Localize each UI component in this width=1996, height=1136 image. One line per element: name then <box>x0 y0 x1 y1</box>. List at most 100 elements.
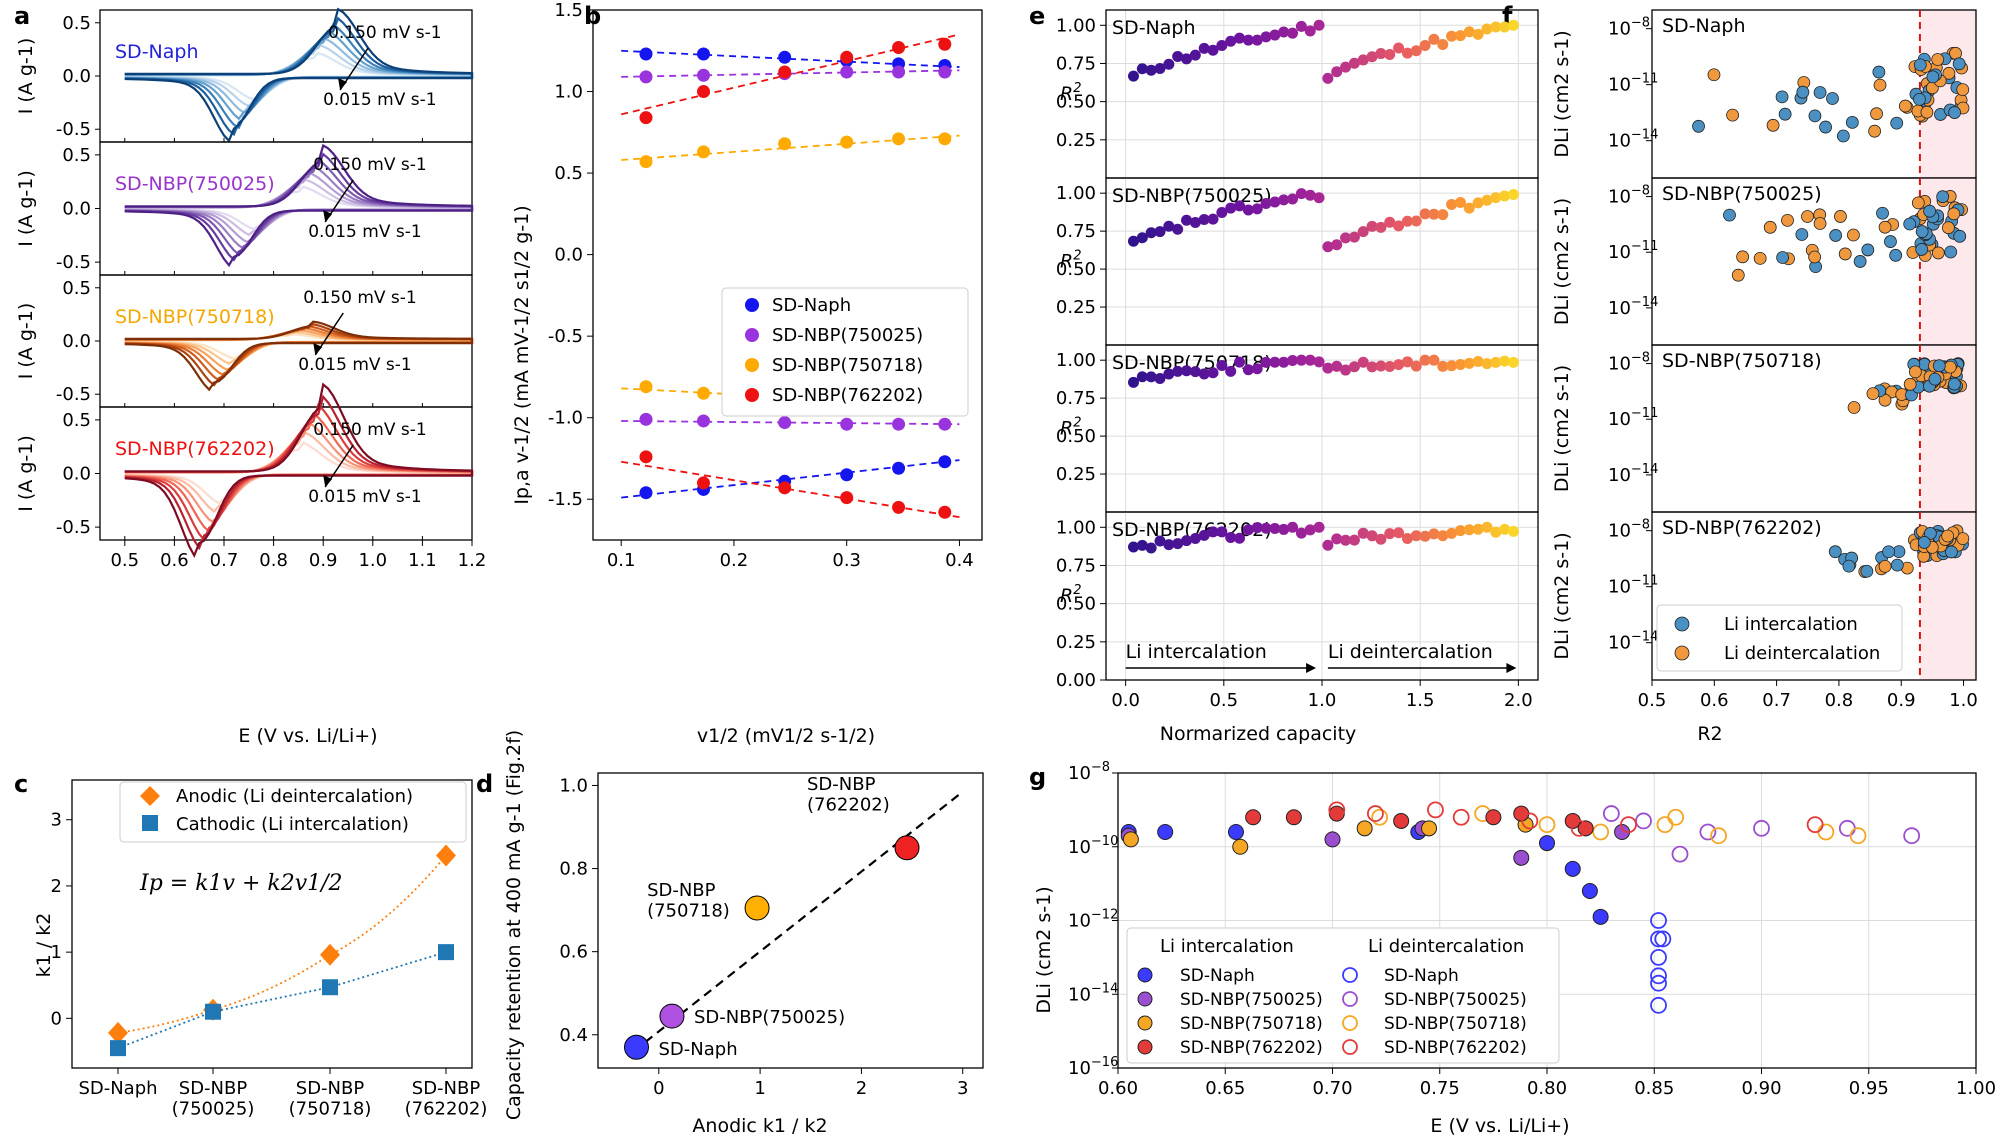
a-arrowhead <box>323 210 333 222</box>
e-point <box>1507 525 1519 537</box>
f-ytick-label: 10−8 <box>1608 518 1650 542</box>
g-ytick-label: 10−16 <box>1068 1055 1118 1079</box>
f-point-intercalation <box>1890 558 1904 572</box>
e-point <box>1331 239 1343 251</box>
e-ytick-label: 0.75 <box>1056 221 1096 242</box>
e-point <box>1366 361 1378 373</box>
b-ytick-label: -1.0 <box>548 408 583 429</box>
e-point <box>1401 47 1413 59</box>
d-point-label: SD-NBP (762202) <box>807 774 890 816</box>
c-xtick-label: SD-NBP (762202) <box>405 1078 488 1120</box>
f-point-deintercalation <box>1838 247 1852 261</box>
e-point <box>1410 360 1422 372</box>
panel-label-a: a <box>14 2 30 30</box>
e-point <box>1163 539 1175 551</box>
e-point <box>1198 42 1210 54</box>
b-ytick-label: 1.5 <box>554 0 583 21</box>
e-point <box>1242 524 1254 536</box>
c-frame <box>71 779 473 1069</box>
b-point-anodic <box>892 41 906 55</box>
a-xtick-label: 0.8 <box>259 550 288 571</box>
g-point-deintercalation <box>1650 974 1667 992</box>
e-point <box>1419 40 1431 52</box>
panel-a-x-axis: 0.5 0.6 0.7 0.8 0.9 1.0 1.1 1.2 <box>110 540 486 571</box>
f-ylabel: DLi (cm2 s-1) <box>1551 365 1573 492</box>
e-point <box>1198 529 1210 541</box>
e-point <box>1366 530 1378 542</box>
e-point <box>1278 356 1290 368</box>
e-annotation-deintercalation: Li deintercalation <box>1328 641 1493 663</box>
b-legend-label: SD-Naph <box>772 295 851 316</box>
f-point-deintercalation <box>1956 83 1970 97</box>
a-ytick-label: 0.5 <box>62 410 91 431</box>
a-ytick-label: 0.5 <box>62 145 91 166</box>
g-point-deintercalation <box>1817 823 1835 841</box>
e-point <box>1287 521 1299 533</box>
c-legend-label: Cathodic (Li intercalation) <box>176 814 409 835</box>
e-point <box>1357 356 1369 368</box>
f-point-intercalation <box>1882 545 1896 559</box>
e-point <box>1463 357 1475 369</box>
f-subplot-title: SD-NBP(750718) <box>1662 350 1822 372</box>
f-point-intercalation <box>1913 92 1926 106</box>
e-point <box>1401 215 1413 227</box>
c-point-anodic <box>320 943 340 966</box>
g-point-deintercalation <box>1650 948 1667 966</box>
g-point-intercalation <box>1328 805 1345 822</box>
panel-a: 0.5 0.0 -0.5 SD-Naph 0.150 mV s-1 0.015 mV s-… <box>15 7 486 747</box>
e-point <box>1348 361 1360 373</box>
panel-d-ylabel: Capacity retention at 400 mA g-1 (Fig.2f… <box>503 730 525 1120</box>
c-xtick-label: SD-Naph <box>78 1078 157 1099</box>
g-point-deintercalation <box>1570 819 1588 837</box>
e-point <box>1234 200 1246 212</box>
g-point-deintercalation <box>1602 805 1620 822</box>
g-legend-label: SD-NBP(750718) <box>1384 1014 1527 1034</box>
e-point <box>1287 355 1299 367</box>
f-point-intercalation <box>1936 190 1950 204</box>
b-point-cathodic <box>778 481 792 495</box>
b-point-anodic <box>840 135 854 149</box>
f-subplot-title: SD-NBP(762202) <box>1662 517 1822 539</box>
a-ytick-label: -0.5 <box>56 384 91 405</box>
e-point <box>1181 535 1193 547</box>
f-point-intercalation <box>1915 225 1929 238</box>
g-point-deintercalation <box>1521 812 1539 830</box>
b-xtick-label: 0.2 <box>720 550 749 571</box>
b-ytick-label: 0.5 <box>554 163 583 184</box>
e-point <box>1357 226 1369 238</box>
g-point-intercalation <box>1393 812 1410 829</box>
f-point-deintercalation <box>1847 228 1860 242</box>
c-ytick-label: 1 <box>51 942 62 963</box>
e-point <box>1331 66 1343 78</box>
f-point-intercalation <box>1876 206 1889 220</box>
f-point-deintercalation <box>1908 365 1922 379</box>
e-point <box>1322 72 1334 84</box>
e-point <box>1428 33 1440 45</box>
f-ytick-label: 10−8 <box>1608 351 1650 375</box>
e-point <box>1472 28 1484 40</box>
g-xtick-label: 0.85 <box>1634 1078 1674 1099</box>
panel-b-xlabel: v1/2 (mV1/2 s-1/2) <box>697 725 875 747</box>
panel-b-legend: SD-Naph SD-NBP(750025) SD-NBP(750718) SD-NB… <box>721 287 969 417</box>
c-legend-label: Anodic (Li deintercalation) <box>176 786 413 807</box>
g-point-deintercalation <box>1592 823 1610 841</box>
e-point <box>1189 366 1201 378</box>
e-annotation-intercalation: Li intercalation <box>1126 641 1267 663</box>
b-legend-label: SD-NBP(750718) <box>772 355 923 376</box>
e-point <box>1331 533 1343 545</box>
panel-d-xlabel: Anodic k1 / k2 <box>692 1115 827 1136</box>
e-point <box>1384 360 1396 372</box>
e-point <box>1490 526 1502 538</box>
e-point <box>1287 27 1299 39</box>
b-point-anodic <box>778 50 792 64</box>
e-point <box>1234 32 1246 44</box>
f-point-deintercalation <box>1878 220 1892 234</box>
g-point-deintercalation <box>1654 930 1672 948</box>
e-point <box>1181 365 1193 377</box>
e-point <box>1384 216 1396 228</box>
f-point-deintercalation <box>1866 387 1880 401</box>
f-point-intercalation <box>1932 359 1946 373</box>
panel-g-xlabel: E (V vs. Li/Li+) <box>1430 1115 1569 1136</box>
panel-c-ylabel: k1 / k2 <box>33 913 55 978</box>
e-point <box>1127 376 1139 388</box>
